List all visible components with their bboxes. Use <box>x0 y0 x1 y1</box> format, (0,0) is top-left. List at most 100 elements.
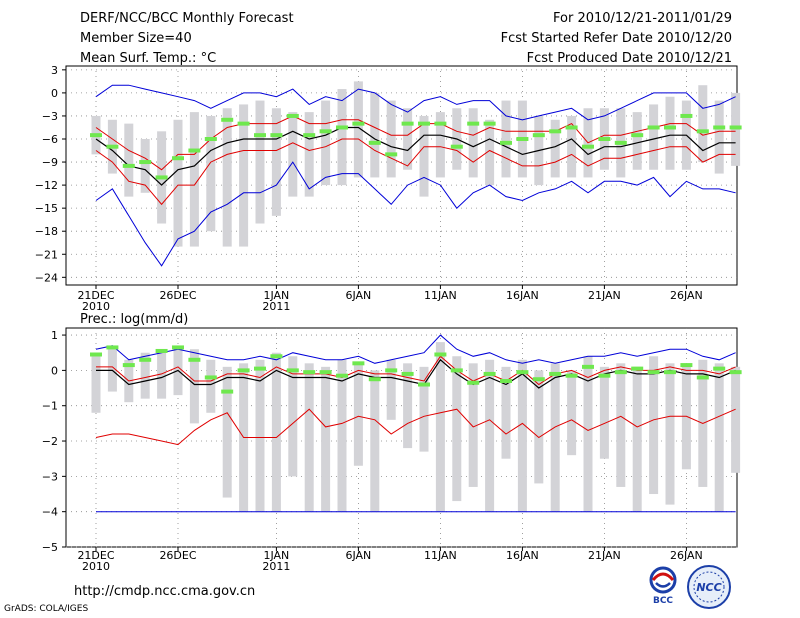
spread-box <box>583 356 593 512</box>
x-tick-label: 1JAN <box>263 549 289 562</box>
green-marker <box>270 354 283 359</box>
green-marker <box>713 366 726 371</box>
green-marker <box>237 368 250 373</box>
green-marker <box>188 148 201 153</box>
period-label: For 2010/12/21-2011/01/29 <box>553 11 732 26</box>
x-tick-year-label: 2010 <box>82 560 110 573</box>
spread-box <box>501 100 511 178</box>
spread-box <box>353 363 363 466</box>
green-marker <box>172 156 184 161</box>
y-tick-label: 0 <box>51 364 58 377</box>
spread-box <box>353 81 363 178</box>
y-tick-label: 0 <box>51 87 58 100</box>
spread-box <box>468 363 478 487</box>
green-marker <box>598 373 611 378</box>
spread-box <box>485 359 495 512</box>
spread-box <box>419 115 429 197</box>
spread-box <box>222 366 232 498</box>
green-marker <box>122 163 135 168</box>
green-marker <box>254 366 266 371</box>
spread-box <box>91 352 101 413</box>
green-marker <box>664 125 676 130</box>
spread-box <box>255 359 265 512</box>
spread-box <box>304 112 314 197</box>
spread-box <box>616 363 626 487</box>
spread-box <box>140 352 150 399</box>
spread-box <box>649 356 659 495</box>
green-marker <box>286 113 299 118</box>
x-tick-label: 16JAN <box>506 549 539 562</box>
spread-box <box>222 108 232 247</box>
spread-box <box>632 366 642 512</box>
spread-box <box>255 100 265 224</box>
y-tick-label: −4 <box>42 506 58 519</box>
produced-date-label: Fcst Produced Date 2010/12/21 <box>526 51 732 66</box>
x-tick-label: 1JAN <box>263 289 289 302</box>
y-tick-label: −2 <box>42 435 58 448</box>
spread-box <box>337 359 347 512</box>
spread-box <box>485 119 495 186</box>
green-marker <box>532 133 545 138</box>
spread-box <box>140 139 150 193</box>
green-marker <box>336 373 348 378</box>
spread-box <box>714 100 724 174</box>
green-marker <box>303 370 316 375</box>
x-tick-label: 26JAN <box>670 289 703 302</box>
spread-box <box>271 108 281 216</box>
green-marker <box>155 348 168 353</box>
green-marker <box>319 370 332 375</box>
green-marker <box>139 160 152 165</box>
start-date-label: Fcst Started Refer Date 2010/12/20 <box>500 31 732 46</box>
lower-panel-title: Prec.: log(mm/d) <box>80 312 188 327</box>
green-marker <box>286 368 299 373</box>
green-marker <box>418 121 430 126</box>
green-marker <box>90 133 102 138</box>
spread-box <box>468 108 478 178</box>
green-marker <box>336 125 348 130</box>
source-url[interactable]: http://cmdp.ncc.cma.gov.cn <box>74 584 256 599</box>
green-marker <box>270 133 283 138</box>
green-marker <box>467 121 480 126</box>
green-marker <box>418 382 430 387</box>
y-tick-label: −3 <box>42 470 58 483</box>
green-marker <box>516 137 529 141</box>
y-tick-label: 3 <box>51 64 58 77</box>
green-marker <box>204 137 217 141</box>
x-tick-label: 21JAN <box>588 549 621 562</box>
blue-upper-line <box>95 334 736 364</box>
spread-box <box>370 370 380 512</box>
y-tick-label: −18 <box>35 225 58 238</box>
spread-box <box>435 112 445 178</box>
ncc-logo: NCC <box>687 565 731 609</box>
y-tick-label: 1 <box>51 329 58 342</box>
green-marker <box>582 364 594 369</box>
green-marker <box>106 345 119 350</box>
spread-box <box>386 100 396 178</box>
spread-box <box>567 115 577 178</box>
spread-box <box>517 359 527 512</box>
y-tick-label: −1 <box>42 400 58 413</box>
green-marker <box>696 375 709 380</box>
green-marker <box>565 125 578 130</box>
spread-box <box>403 108 413 170</box>
ensemble-mean-line <box>95 126 736 186</box>
green-marker <box>729 125 742 130</box>
green-marker <box>319 129 332 134</box>
x-tick-label: 21DEC <box>77 549 114 562</box>
green-marker <box>122 363 135 368</box>
bcc-logo: BCC <box>649 566 677 606</box>
red-upper-line <box>96 355 736 386</box>
bcc-logo-text: BCC <box>653 596 673 606</box>
variable-label: Mean Surf. Temp.: °C <box>80 51 217 66</box>
ncc-logo-text: NCC <box>696 581 721 594</box>
green-marker <box>139 357 152 362</box>
green-marker <box>237 121 250 126</box>
green-marker <box>188 357 201 362</box>
spread-box <box>665 96 675 170</box>
green-marker <box>647 370 660 375</box>
green-marker <box>385 152 398 157</box>
y-tick-label: −24 <box>35 271 58 284</box>
green-marker <box>204 375 217 380</box>
